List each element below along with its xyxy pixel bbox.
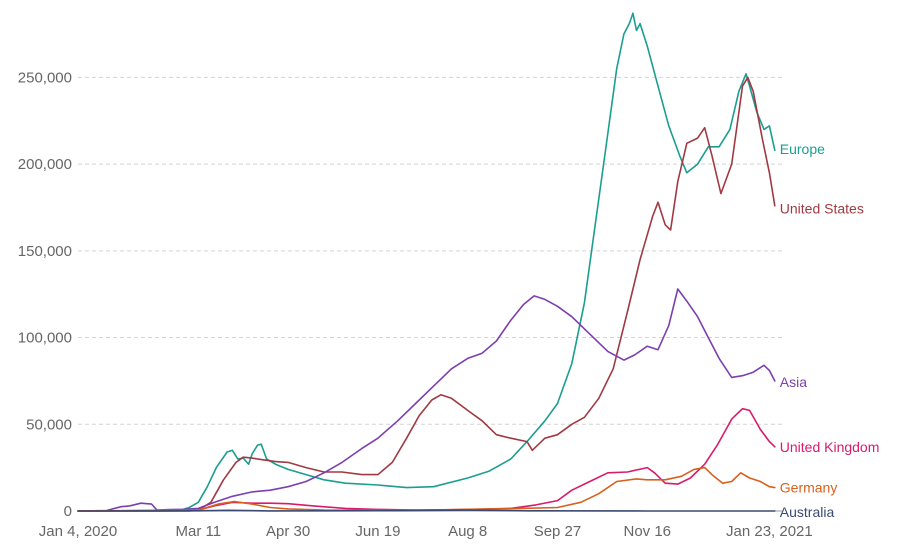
y-tick-label: 0 <box>64 503 72 520</box>
x-tick-label: Mar 11 <box>176 523 222 540</box>
series-label: Asia <box>780 374 807 390</box>
series-line-asia <box>77 288 776 512</box>
x-tick-label: Nov 16 <box>624 523 672 540</box>
y-tick-label: 250,000 <box>18 69 72 86</box>
x-tick-label: Jan 23, 2021 <box>726 523 813 540</box>
x-tick-label: Apr 30 <box>266 523 310 540</box>
x-tick-label: Jun 19 <box>355 523 400 540</box>
y-axis-tick-labels: 0 50,000 100,000 150,000 200,000 250,000 <box>18 69 72 520</box>
series-line-europe <box>77 12 776 512</box>
series-line-australia <box>77 509 776 512</box>
grid-lines <box>78 76 782 425</box>
series-label: Australia <box>780 504 835 520</box>
series-end-labels: Europe United States Asia United Kingdom Ger… <box>780 141 880 520</box>
x-tick-label: Jan 4, 2020 <box>39 523 117 540</box>
y-tick-label: 150,000 <box>18 243 72 260</box>
y-tick-label: 200,000 <box>18 156 72 173</box>
series-line-germany <box>77 466 776 512</box>
y-tick-label: 100,000 <box>18 330 72 347</box>
series-label: United Kingdom <box>780 439 880 455</box>
series-line-united-states <box>77 76 776 512</box>
x-tick-label: Sep 27 <box>534 523 582 540</box>
series-line-united-kingdom <box>77 407 776 512</box>
x-axis-tick-labels: Jan 4, 2020 Mar 11 Apr 30 Jun 19 Aug 8 Sep 27… <box>39 523 813 540</box>
series-label: United States <box>780 201 864 217</box>
x-tick-label: Aug 8 <box>448 523 487 540</box>
series-lines <box>77 12 776 512</box>
series-label: Germany <box>780 480 838 496</box>
series-label: Europe <box>780 141 825 157</box>
y-tick-label: 50,000 <box>26 416 72 433</box>
